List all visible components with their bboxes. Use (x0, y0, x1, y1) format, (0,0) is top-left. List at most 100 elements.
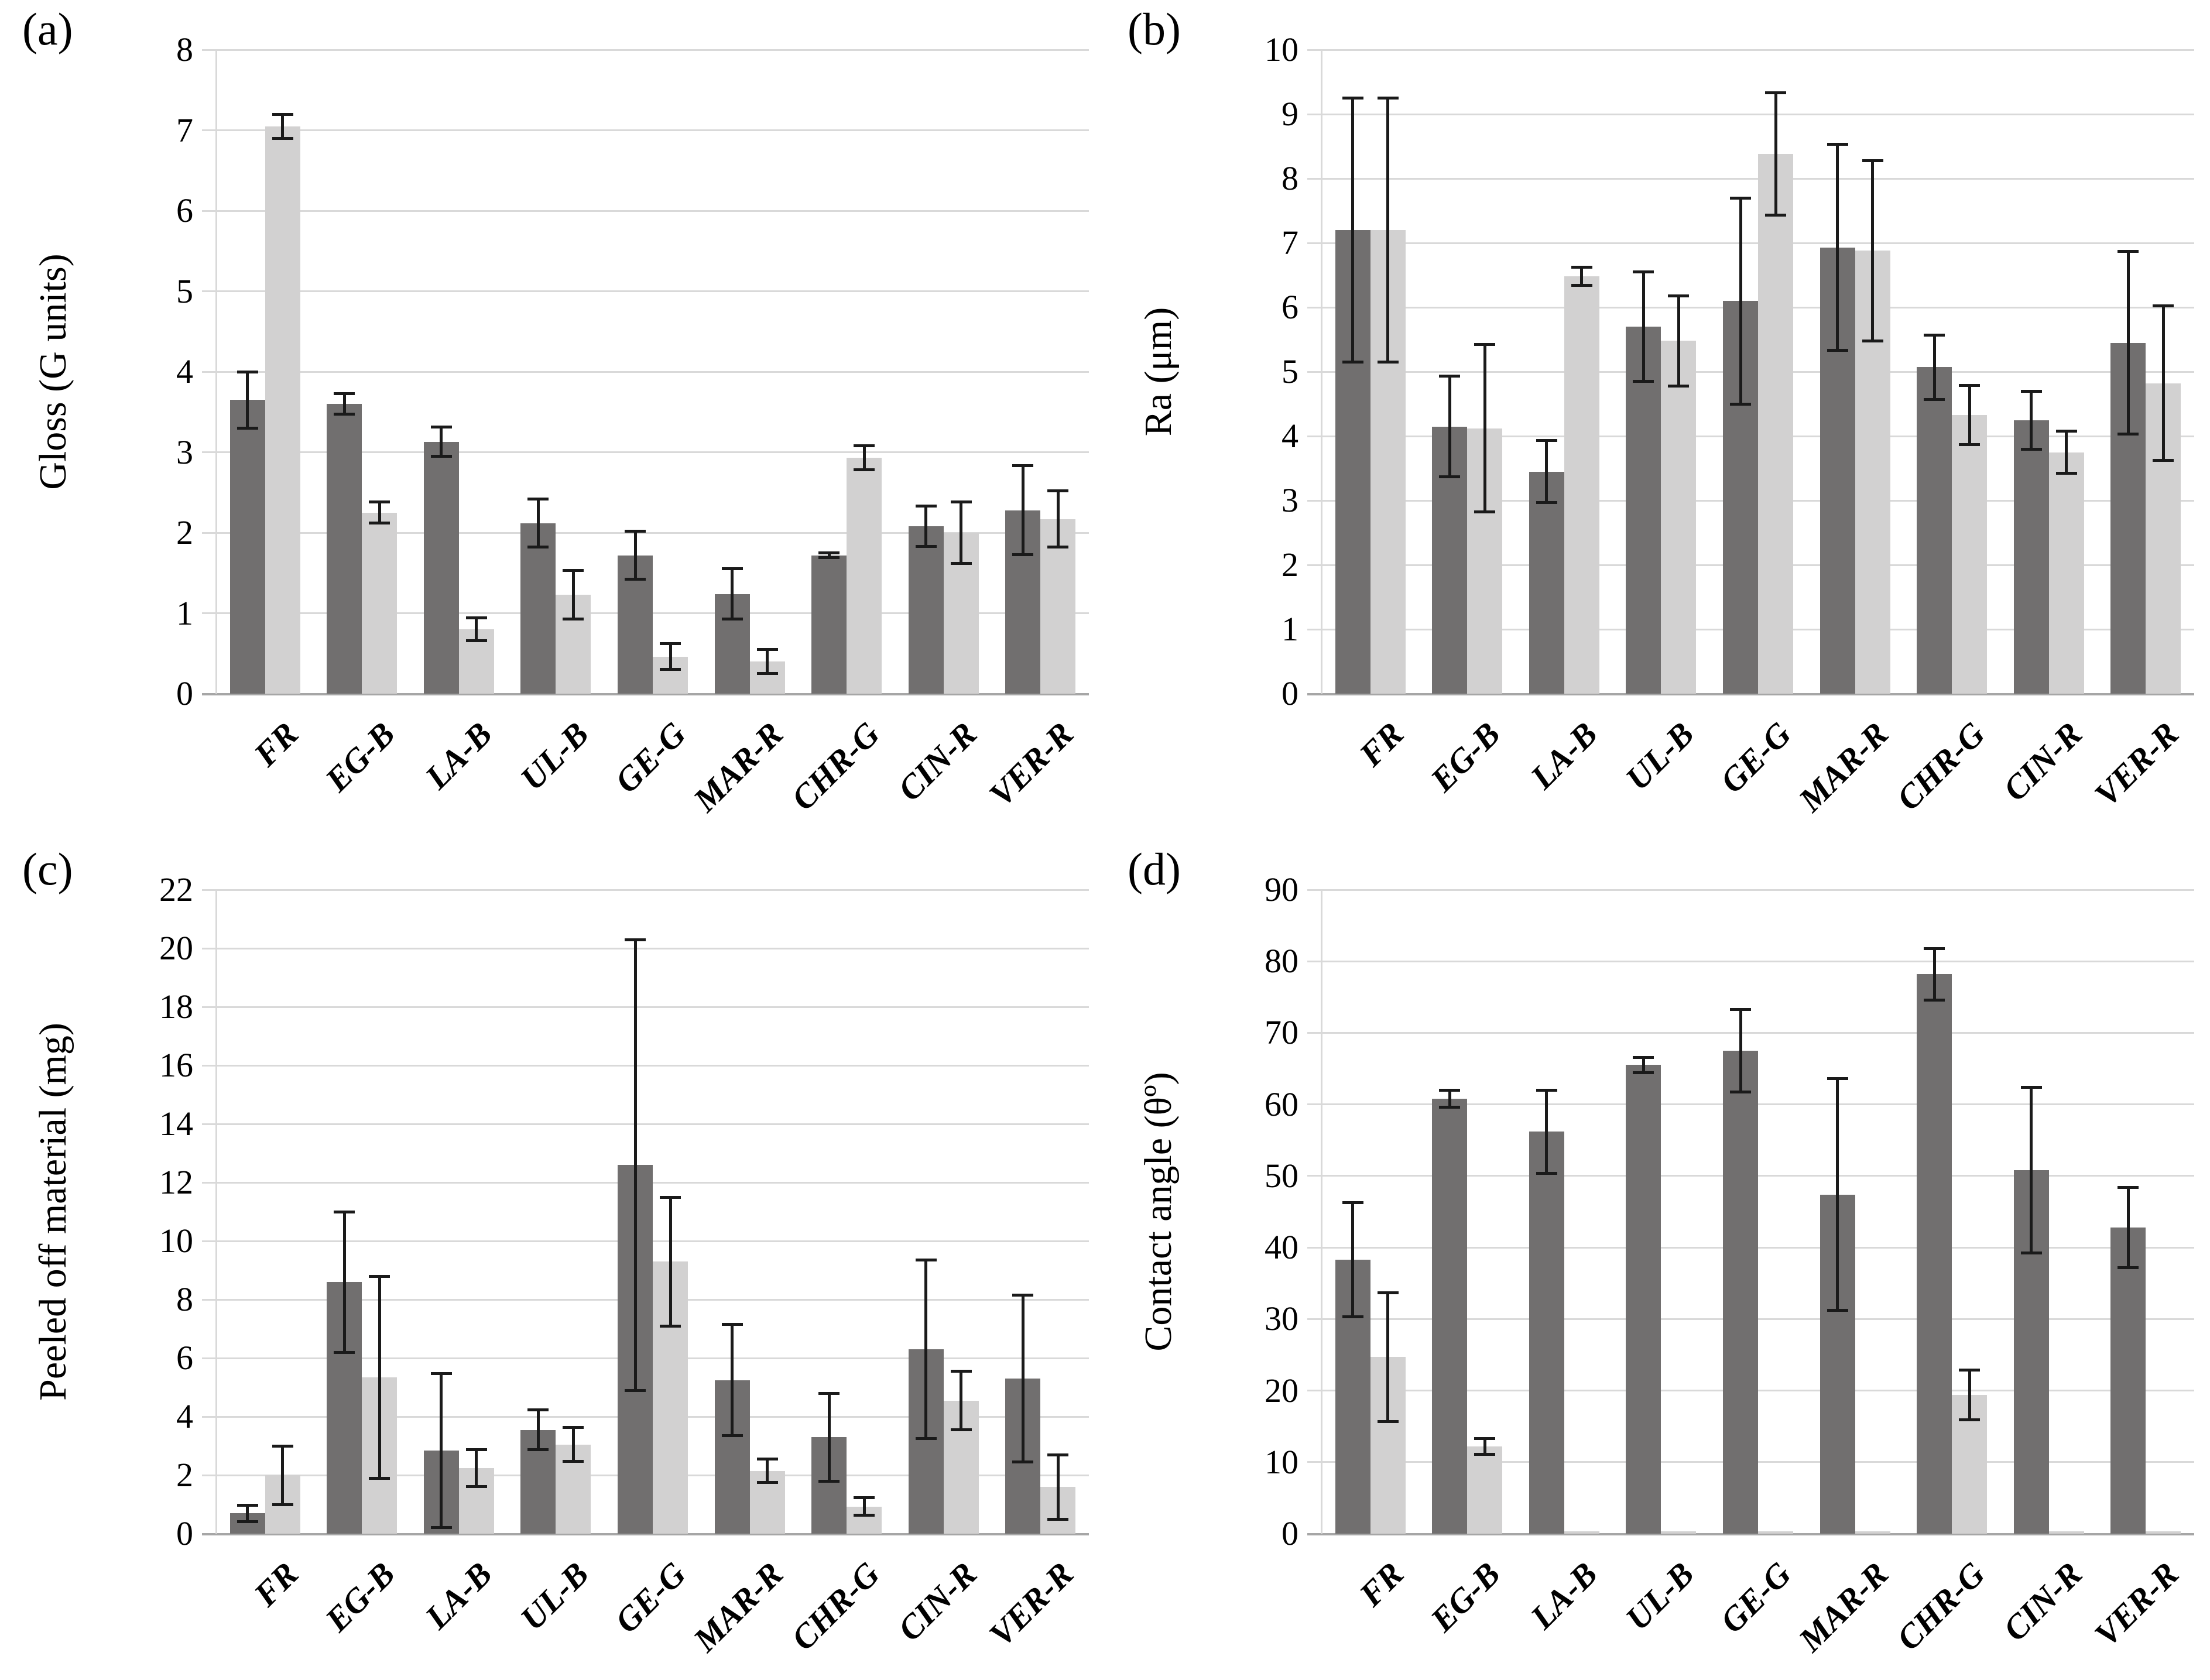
error-bar-line (633, 531, 637, 580)
error-bar-cap-top (430, 1372, 452, 1375)
error-bar-line (1774, 92, 1777, 215)
error-bar-line (924, 506, 928, 547)
error-bar-cap-bottom (625, 578, 646, 581)
y-tick-label: 8 (1282, 159, 1298, 197)
error-bar-line (1545, 1090, 1548, 1173)
error-bar-cap-bottom (369, 522, 390, 524)
error-bar-line (1968, 1370, 1971, 1420)
y-tick-label: 2 (176, 513, 193, 551)
error-bar-cap-bottom (1633, 380, 1654, 383)
error-bar-cap-top (1924, 947, 1945, 950)
error-bar-cap-top (915, 505, 937, 508)
x-axis-line (202, 692, 1089, 695)
error-bar-cap-bottom (756, 1481, 778, 1484)
error-bar-cap-top (2020, 389, 2042, 393)
error-bar-cap-top (854, 1496, 875, 1499)
error-bar-line (827, 1393, 831, 1481)
error-bar-cap-top (2153, 304, 2174, 308)
error-bar-cap-bottom (1474, 510, 1496, 514)
error-bar-cap-top (721, 1323, 743, 1326)
error-bar-cap-top (756, 1458, 778, 1460)
error-bar-line (960, 1371, 963, 1430)
error-bar-cap-top (334, 392, 355, 395)
error-bar-line (1642, 272, 1645, 382)
error-bar-line (1056, 1455, 1060, 1519)
error-bar-cap-bottom (915, 1437, 937, 1440)
panel-a: (a) Gloss (G units) 0 1 2 3 4 5 6 7 8 FR EG-B LA-B U… (0, 0, 1105, 840)
error-bar-cap-bottom (721, 617, 743, 620)
y-tick-label: 10 (1265, 1442, 1298, 1481)
error-bar-cap-bottom (950, 561, 972, 565)
bar-light-ge-g (1758, 154, 1793, 694)
error-bar-cap-bottom (1571, 284, 1592, 287)
gridline (1307, 49, 2194, 51)
error-bar-cap-top (818, 1391, 840, 1395)
bar-light-ul-b (1661, 341, 1697, 694)
error-bar-cap-bottom (272, 1503, 293, 1506)
y-tick-label: 10 (159, 1222, 193, 1260)
error-bar-cap-top (237, 370, 258, 373)
y-tick-label: 60 (1265, 1085, 1298, 1123)
error-bar-line (731, 568, 734, 619)
bar-dark-chr-g (811, 555, 847, 694)
error-bar-line (1483, 344, 1486, 512)
y-tick-label: 40 (1265, 1228, 1298, 1267)
bar-dark-chr-g (1917, 367, 1952, 694)
error-bar-cap-top (1633, 270, 1654, 273)
y-tick-label: 12 (159, 1163, 193, 1201)
error-bar-line (1483, 1438, 1486, 1455)
error-bar-line (440, 427, 443, 457)
error-bar-cap-top (854, 444, 875, 447)
y-tick-label: 2 (176, 1456, 193, 1494)
y-tick-label: 14 (159, 1105, 193, 1143)
error-bar-cap-top (334, 1210, 355, 1213)
error-bar-line (1545, 440, 1548, 503)
error-bar-cap-top (2118, 1185, 2139, 1189)
error-bar-line (475, 1449, 478, 1486)
y-tick-label: 18 (159, 988, 193, 1026)
error-bar-cap-bottom (2153, 459, 2174, 462)
gridline (202, 1006, 1089, 1008)
error-bar-line (1351, 1202, 1355, 1317)
error-bar-cap-bottom (430, 454, 452, 458)
error-bar-line (378, 1276, 381, 1478)
bar-light-cin-r (2048, 452, 2084, 694)
error-bar-cap-top (625, 529, 646, 533)
y-tick-label: 20 (1265, 1371, 1298, 1410)
error-bar-cap-bottom (1342, 1315, 1363, 1319)
error-bar-cap-bottom (1536, 1171, 1557, 1175)
error-bar-cap-top (721, 567, 743, 571)
error-bar-line (766, 1459, 769, 1483)
error-bar-cap-bottom (1377, 1420, 1399, 1423)
error-bar-cap-top (237, 1503, 258, 1507)
error-bar-cap-bottom (1730, 1091, 1751, 1094)
bar-light-ge-g (1758, 1531, 1793, 1534)
bar-light-chr-g (847, 458, 882, 694)
y-tick-label: 3 (1282, 481, 1298, 519)
error-bar-cap-bottom (2118, 1266, 2139, 1269)
error-bar-cap-top (1474, 343, 1496, 347)
y-tick-label: 1 (1282, 610, 1298, 648)
error-bar-cap-top (527, 1408, 549, 1411)
plot-area-b (1307, 49, 2194, 695)
y-tick-label: 0 (176, 674, 193, 712)
error-bar-cap-top (272, 1444, 293, 1448)
error-bar-line (281, 1446, 285, 1504)
error-bar-line (2030, 1087, 2033, 1253)
error-bar-line (281, 114, 285, 139)
plot-area-c (202, 889, 1089, 1535)
y-tick-label: 30 (1265, 1300, 1298, 1338)
error-bar-cap-top (1439, 375, 1461, 378)
error-bar-cap-top (1959, 383, 1981, 387)
error-bar-cap-top (1439, 1088, 1461, 1092)
bar-light-cin-r (2048, 1531, 2084, 1534)
error-bar-cap-bottom (660, 1324, 681, 1328)
y-tick-label: 5 (1282, 352, 1298, 390)
error-bar-line (536, 499, 540, 547)
error-bar-line (1739, 198, 1742, 404)
error-bar-cap-top (1668, 294, 1690, 297)
error-bar-cap-top (2020, 1085, 2042, 1089)
y-tick-label: 8 (176, 30, 193, 68)
error-bar-line (1021, 465, 1025, 555)
bar-dark-cin-r (908, 526, 944, 694)
